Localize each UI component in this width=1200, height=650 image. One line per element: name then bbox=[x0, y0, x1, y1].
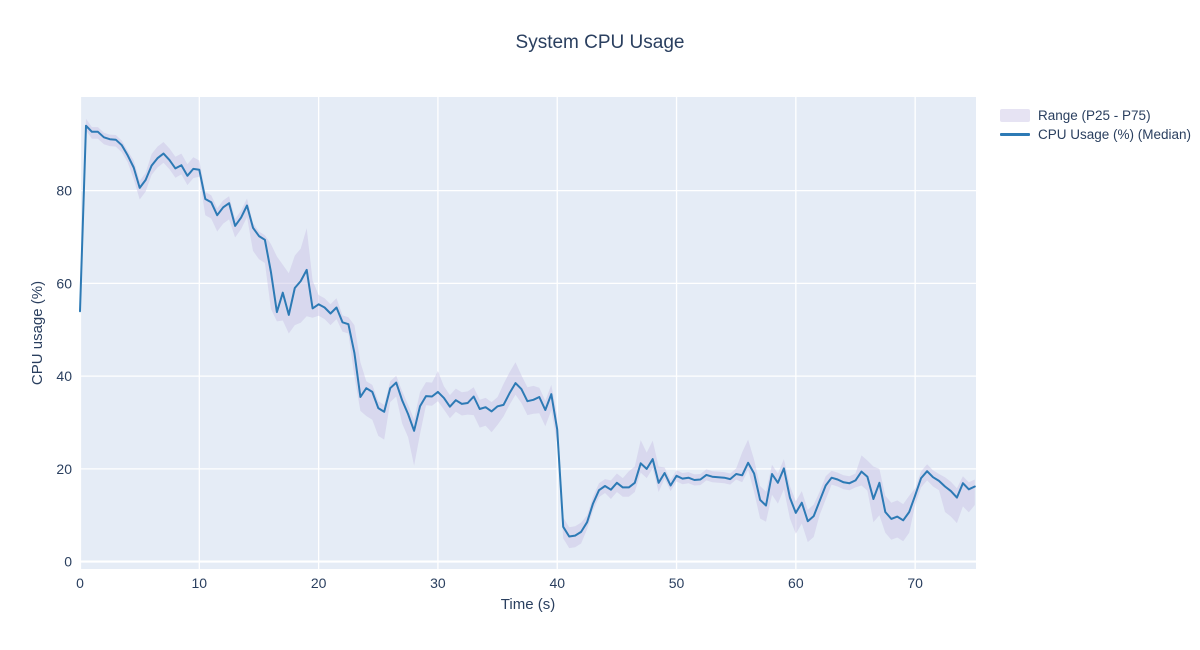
legend-label-median: CPU Usage (%) (Median) bbox=[1038, 127, 1192, 142]
y-axis-title: CPU usage (%) bbox=[29, 281, 46, 385]
x-tick-label: 40 bbox=[549, 575, 565, 591]
y-tick-label: 60 bbox=[56, 275, 72, 291]
x-tick-label: 70 bbox=[907, 575, 923, 591]
legend-label-range: Range (P25 - P75) bbox=[1038, 108, 1151, 123]
y-tick-label: 40 bbox=[56, 368, 72, 384]
median-line-swatch-icon bbox=[1000, 133, 1030, 136]
legend-item-range[interactable]: Range (P25 - P75) bbox=[1000, 106, 1191, 125]
median-line bbox=[79, 124, 976, 538]
y-tick-label: 0 bbox=[64, 554, 72, 570]
chart-title: System CPU Usage bbox=[515, 32, 685, 53]
x-tick-label: 10 bbox=[192, 575, 208, 591]
x-tick-label: 20 bbox=[311, 575, 327, 591]
range-band-swatch-icon bbox=[1000, 109, 1030, 122]
y-tick-label: 80 bbox=[56, 183, 72, 199]
x-axis-title: Time (s) bbox=[501, 596, 555, 613]
y-tick-label: 20 bbox=[56, 461, 72, 477]
legend: Range (P25 - P75) CPU Usage (%) (Median) bbox=[1000, 106, 1191, 144]
x-tick-label: 30 bbox=[430, 575, 446, 591]
legend-item-median[interactable]: CPU Usage (%) (Median) bbox=[1000, 125, 1191, 144]
plot-area[interactable] bbox=[80, 97, 976, 569]
x-tick-label: 50 bbox=[669, 575, 685, 591]
x-tick-label: 0 bbox=[76, 575, 84, 591]
x-tick-label: 60 bbox=[788, 575, 804, 591]
